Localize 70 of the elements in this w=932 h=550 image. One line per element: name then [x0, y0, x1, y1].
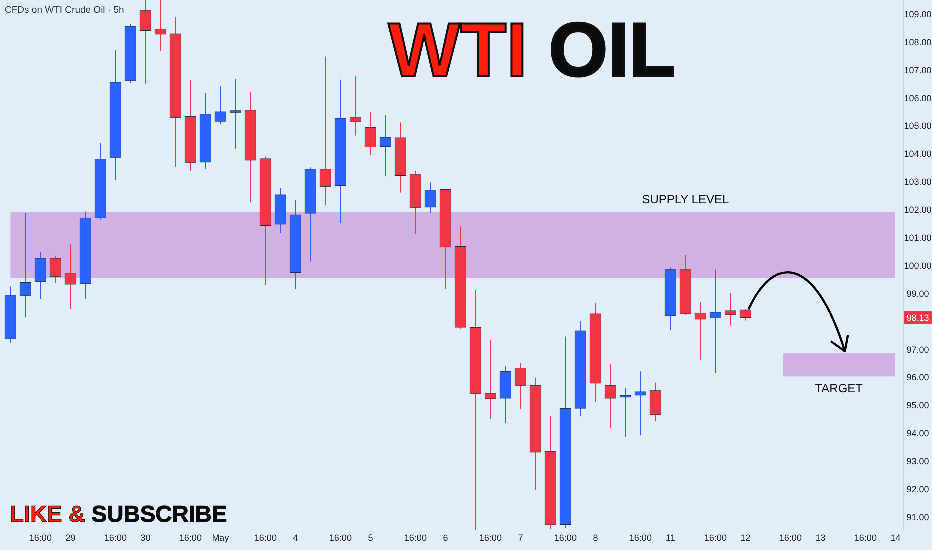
candlestick [20, 212, 32, 318]
candlestick [154, 0, 166, 52]
y-tick-label: 97.00 [906, 344, 930, 355]
y-tick-label: 92.00 [906, 484, 930, 494]
x-tick-label: 16:00 [254, 533, 277, 543]
y-tick-label: 107.00 [904, 65, 932, 76]
x-tick-label: 7 [518, 533, 524, 543]
text: CFDs on WTI Crude Oil · 5h [5, 5, 124, 16]
x-tick-label: 16:00 [404, 533, 427, 543]
x-tick-label: 4 [293, 533, 298, 543]
y-tick-label: 108.00 [904, 37, 932, 48]
y-tick-label: 100.00 [904, 260, 932, 271]
y-tick-label: 103.00 [904, 177, 932, 188]
x-tick-label: 16:00 [554, 533, 577, 543]
x-tick-label: 16:00 [29, 533, 52, 543]
candlestick [64, 244, 76, 310]
x-tick-label: 8 [593, 533, 598, 543]
y-tick-label: 94.00 [906, 428, 930, 439]
x-tick-label: 13 [816, 533, 826, 543]
y-tick-label: 106.00 [904, 93, 932, 104]
candlestick [710, 269, 722, 374]
y-tick-label: 109.00 [904, 9, 932, 20]
y-tick-label: 96.00 [906, 372, 930, 383]
candlestick [740, 308, 752, 322]
candlestick [514, 362, 526, 410]
y-tick-label: 99.00 [906, 288, 930, 299]
x-tick-label: 16:00 [179, 533, 202, 543]
candlestick [604, 364, 616, 429]
candlestick [230, 78, 242, 150]
x-tick-label: 11 [666, 533, 676, 543]
candlestick [694, 302, 706, 360]
candlestick [724, 292, 736, 326]
y-tick-label: 105.00 [904, 121, 932, 132]
y-tick-label: 101.00 [904, 233, 932, 244]
candlestick [140, 0, 152, 85]
band-label: TARGET [815, 382, 864, 396]
x-tick-label: 14 [890, 533, 901, 543]
x-tick-label: 16:00 [779, 533, 802, 543]
y-tick-label: 93.00 [906, 456, 930, 467]
y-tick-label: 104.00 [904, 149, 932, 160]
y-tick-label: 102.00 [904, 205, 932, 216]
x-tick-label: 16:00 [854, 533, 877, 543]
x-tick-label: 16:00 [329, 533, 352, 543]
x-tick-label: May [212, 533, 230, 543]
candlestick [364, 112, 376, 156]
candlestick [350, 76, 362, 136]
candlestick [620, 388, 632, 438]
y-tick-label: 95.00 [906, 400, 930, 411]
band-label: SUPPLY LEVEL [642, 192, 730, 206]
x-tick-label: 6 [443, 533, 448, 543]
candlestick [380, 114, 392, 178]
chart-title: WTI OIL [388, 8, 676, 93]
candlestick [484, 340, 496, 420]
x-tick-label: 16:00 [704, 533, 727, 543]
x-tick-label: 30 [140, 533, 151, 543]
x-tick-label: 5 [368, 533, 374, 543]
x-tick-label: 12 [740, 533, 751, 543]
annotation: LIKE & SUBSCRIBE [10, 501, 228, 527]
y-tick-label: 91.00 [906, 512, 930, 522]
candlestick [320, 56, 332, 206]
x-tick-label: 29 [66, 533, 76, 543]
x-tick-label: 16:00 [479, 533, 502, 543]
candlestick [424, 182, 436, 214]
candlestick [214, 86, 226, 125]
candlestick [50, 255, 62, 284]
x-tick-label: 16:00 [104, 533, 127, 543]
text: 98.13 [906, 313, 930, 324]
x-tick-label: 16:00 [629, 533, 652, 543]
candlestick [634, 371, 646, 436]
candlestick [34, 252, 46, 300]
